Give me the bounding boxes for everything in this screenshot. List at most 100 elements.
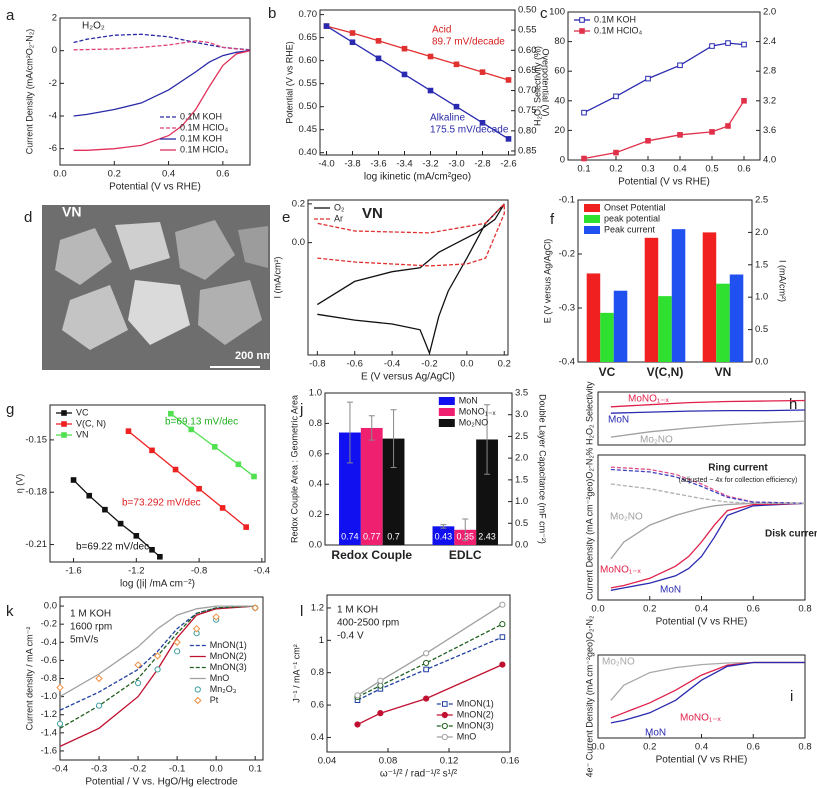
legend-swatch bbox=[438, 408, 455, 416]
legend-label: Mo₂NO bbox=[459, 417, 489, 427]
y2-tick-label: 0.0 bbox=[515, 540, 528, 551]
point bbox=[442, 701, 448, 707]
x-tick-label: 0.2 bbox=[609, 164, 622, 175]
point bbox=[173, 638, 181, 646]
y2-tick-label: 4.0 bbox=[763, 155, 776, 166]
x-tick-label: 0.5 bbox=[705, 164, 718, 175]
point bbox=[375, 38, 382, 44]
panel-label: g bbox=[6, 401, 14, 418]
point bbox=[479, 119, 486, 126]
x-tick-label: -3.0 bbox=[448, 159, 464, 170]
x-tick-label: EDLC bbox=[449, 548, 482, 562]
x-tick-label: 0.2 bbox=[643, 742, 656, 753]
y2-tick-label: 2.0 bbox=[515, 453, 528, 464]
y-axis-label: η (V) bbox=[14, 474, 24, 494]
point bbox=[95, 702, 103, 709]
series-line bbox=[610, 502, 806, 589]
point bbox=[134, 679, 142, 687]
y-tick-label: -4 bbox=[49, 111, 57, 122]
x-tick-label: -0.4 bbox=[52, 764, 68, 775]
annotation: (adjusted ~ 4x for collection efficiency… bbox=[679, 477, 798, 484]
y2-tick-label: 1.0 bbox=[755, 292, 768, 303]
point bbox=[377, 710, 384, 717]
y2-tick-label: 2.0 bbox=[763, 7, 776, 18]
point bbox=[441, 733, 448, 741]
y-tick-label: 0.70 bbox=[299, 9, 318, 20]
point bbox=[70, 477, 77, 483]
legend-label: MoNO₁₋ₓ bbox=[459, 406, 496, 416]
y-tick-label: 0.50 bbox=[299, 101, 318, 112]
x-tick-label: 0.0 bbox=[460, 359, 473, 370]
data-label: 0.74 bbox=[341, 531, 359, 541]
axis-frame bbox=[307, 199, 509, 356]
x-tick-label: -0.3 bbox=[91, 764, 107, 775]
panel-label: c bbox=[540, 5, 548, 22]
axis-frame bbox=[567, 11, 761, 161]
x-tick-label: -0.1 bbox=[169, 764, 185, 775]
point bbox=[61, 421, 67, 427]
series-line bbox=[326, 25, 509, 81]
crystal bbox=[198, 280, 262, 345]
legend-label: 0.1M KOH bbox=[180, 133, 222, 143]
x-tick-label: -0.4 bbox=[384, 359, 400, 370]
point bbox=[251, 604, 259, 612]
point bbox=[323, 23, 330, 29]
y-axis-label: Current density / mA cm⁻² bbox=[24, 627, 34, 731]
panel-label: i bbox=[790, 688, 793, 705]
series-label: MoNO₁₋ₓ bbox=[628, 394, 670, 405]
point bbox=[192, 624, 201, 633]
panel-label: a bbox=[6, 7, 15, 24]
point bbox=[149, 546, 155, 553]
point bbox=[677, 62, 683, 69]
y-axis-label: I (mA/cm²) bbox=[272, 257, 282, 299]
point bbox=[725, 40, 731, 46]
point bbox=[499, 661, 506, 668]
annotation: 1 M KOH bbox=[337, 605, 378, 616]
x-tick-label: 0.1 bbox=[249, 764, 262, 775]
y-tick-label: 0.6 bbox=[311, 700, 324, 711]
point bbox=[86, 492, 93, 499]
crystal bbox=[55, 228, 112, 285]
y-tick-label: -2 bbox=[49, 78, 57, 89]
point bbox=[741, 98, 747, 104]
legend-label: Pt bbox=[210, 695, 219, 705]
y2-tick-label: 3.6 bbox=[763, 125, 776, 136]
annotation: Acid bbox=[432, 25, 451, 36]
y2-tick-label: 0.5 bbox=[755, 324, 768, 335]
legend-label: VC bbox=[76, 407, 89, 417]
x-tick-label: 0.0 bbox=[591, 742, 604, 753]
legend-swatch bbox=[584, 226, 600, 234]
x-tick-label: 0.4 bbox=[695, 742, 708, 753]
y-tick-label: -0.2 bbox=[41, 619, 57, 630]
series-line bbox=[610, 661, 805, 719]
series-line bbox=[357, 636, 503, 701]
y-tick-label: 0 bbox=[560, 155, 565, 166]
y-tick-label: -0.18 bbox=[25, 487, 47, 498]
y2-tick-label: 0.80 bbox=[518, 125, 537, 136]
point bbox=[677, 132, 683, 138]
point bbox=[354, 721, 361, 728]
panel-label: b bbox=[268, 5, 276, 22]
bar bbox=[339, 432, 361, 545]
legend-swatch bbox=[438, 419, 455, 427]
y2-axis-label: Overpotential (V) bbox=[541, 48, 551, 116]
y-tick-label: -0.4 bbox=[559, 357, 575, 368]
bar bbox=[382, 438, 405, 545]
point bbox=[149, 447, 155, 454]
point bbox=[499, 634, 506, 640]
legend-label: VN bbox=[76, 429, 89, 439]
legend-label: Onset Potential bbox=[604, 202, 666, 212]
crystal bbox=[238, 226, 268, 268]
panel-label: f bbox=[550, 211, 555, 228]
bar bbox=[729, 274, 744, 362]
error-bar bbox=[462, 518, 469, 542]
point bbox=[168, 410, 174, 417]
point bbox=[709, 43, 715, 49]
x-tick-label: Redox Couple bbox=[331, 548, 412, 562]
annotation: 200 nm bbox=[235, 350, 273, 362]
point bbox=[56, 720, 64, 727]
data-label: 0.7 bbox=[387, 531, 400, 541]
y-tick-label: 40 bbox=[554, 95, 565, 106]
point bbox=[581, 109, 587, 116]
y-tick-label: 1.0 bbox=[309, 388, 322, 399]
